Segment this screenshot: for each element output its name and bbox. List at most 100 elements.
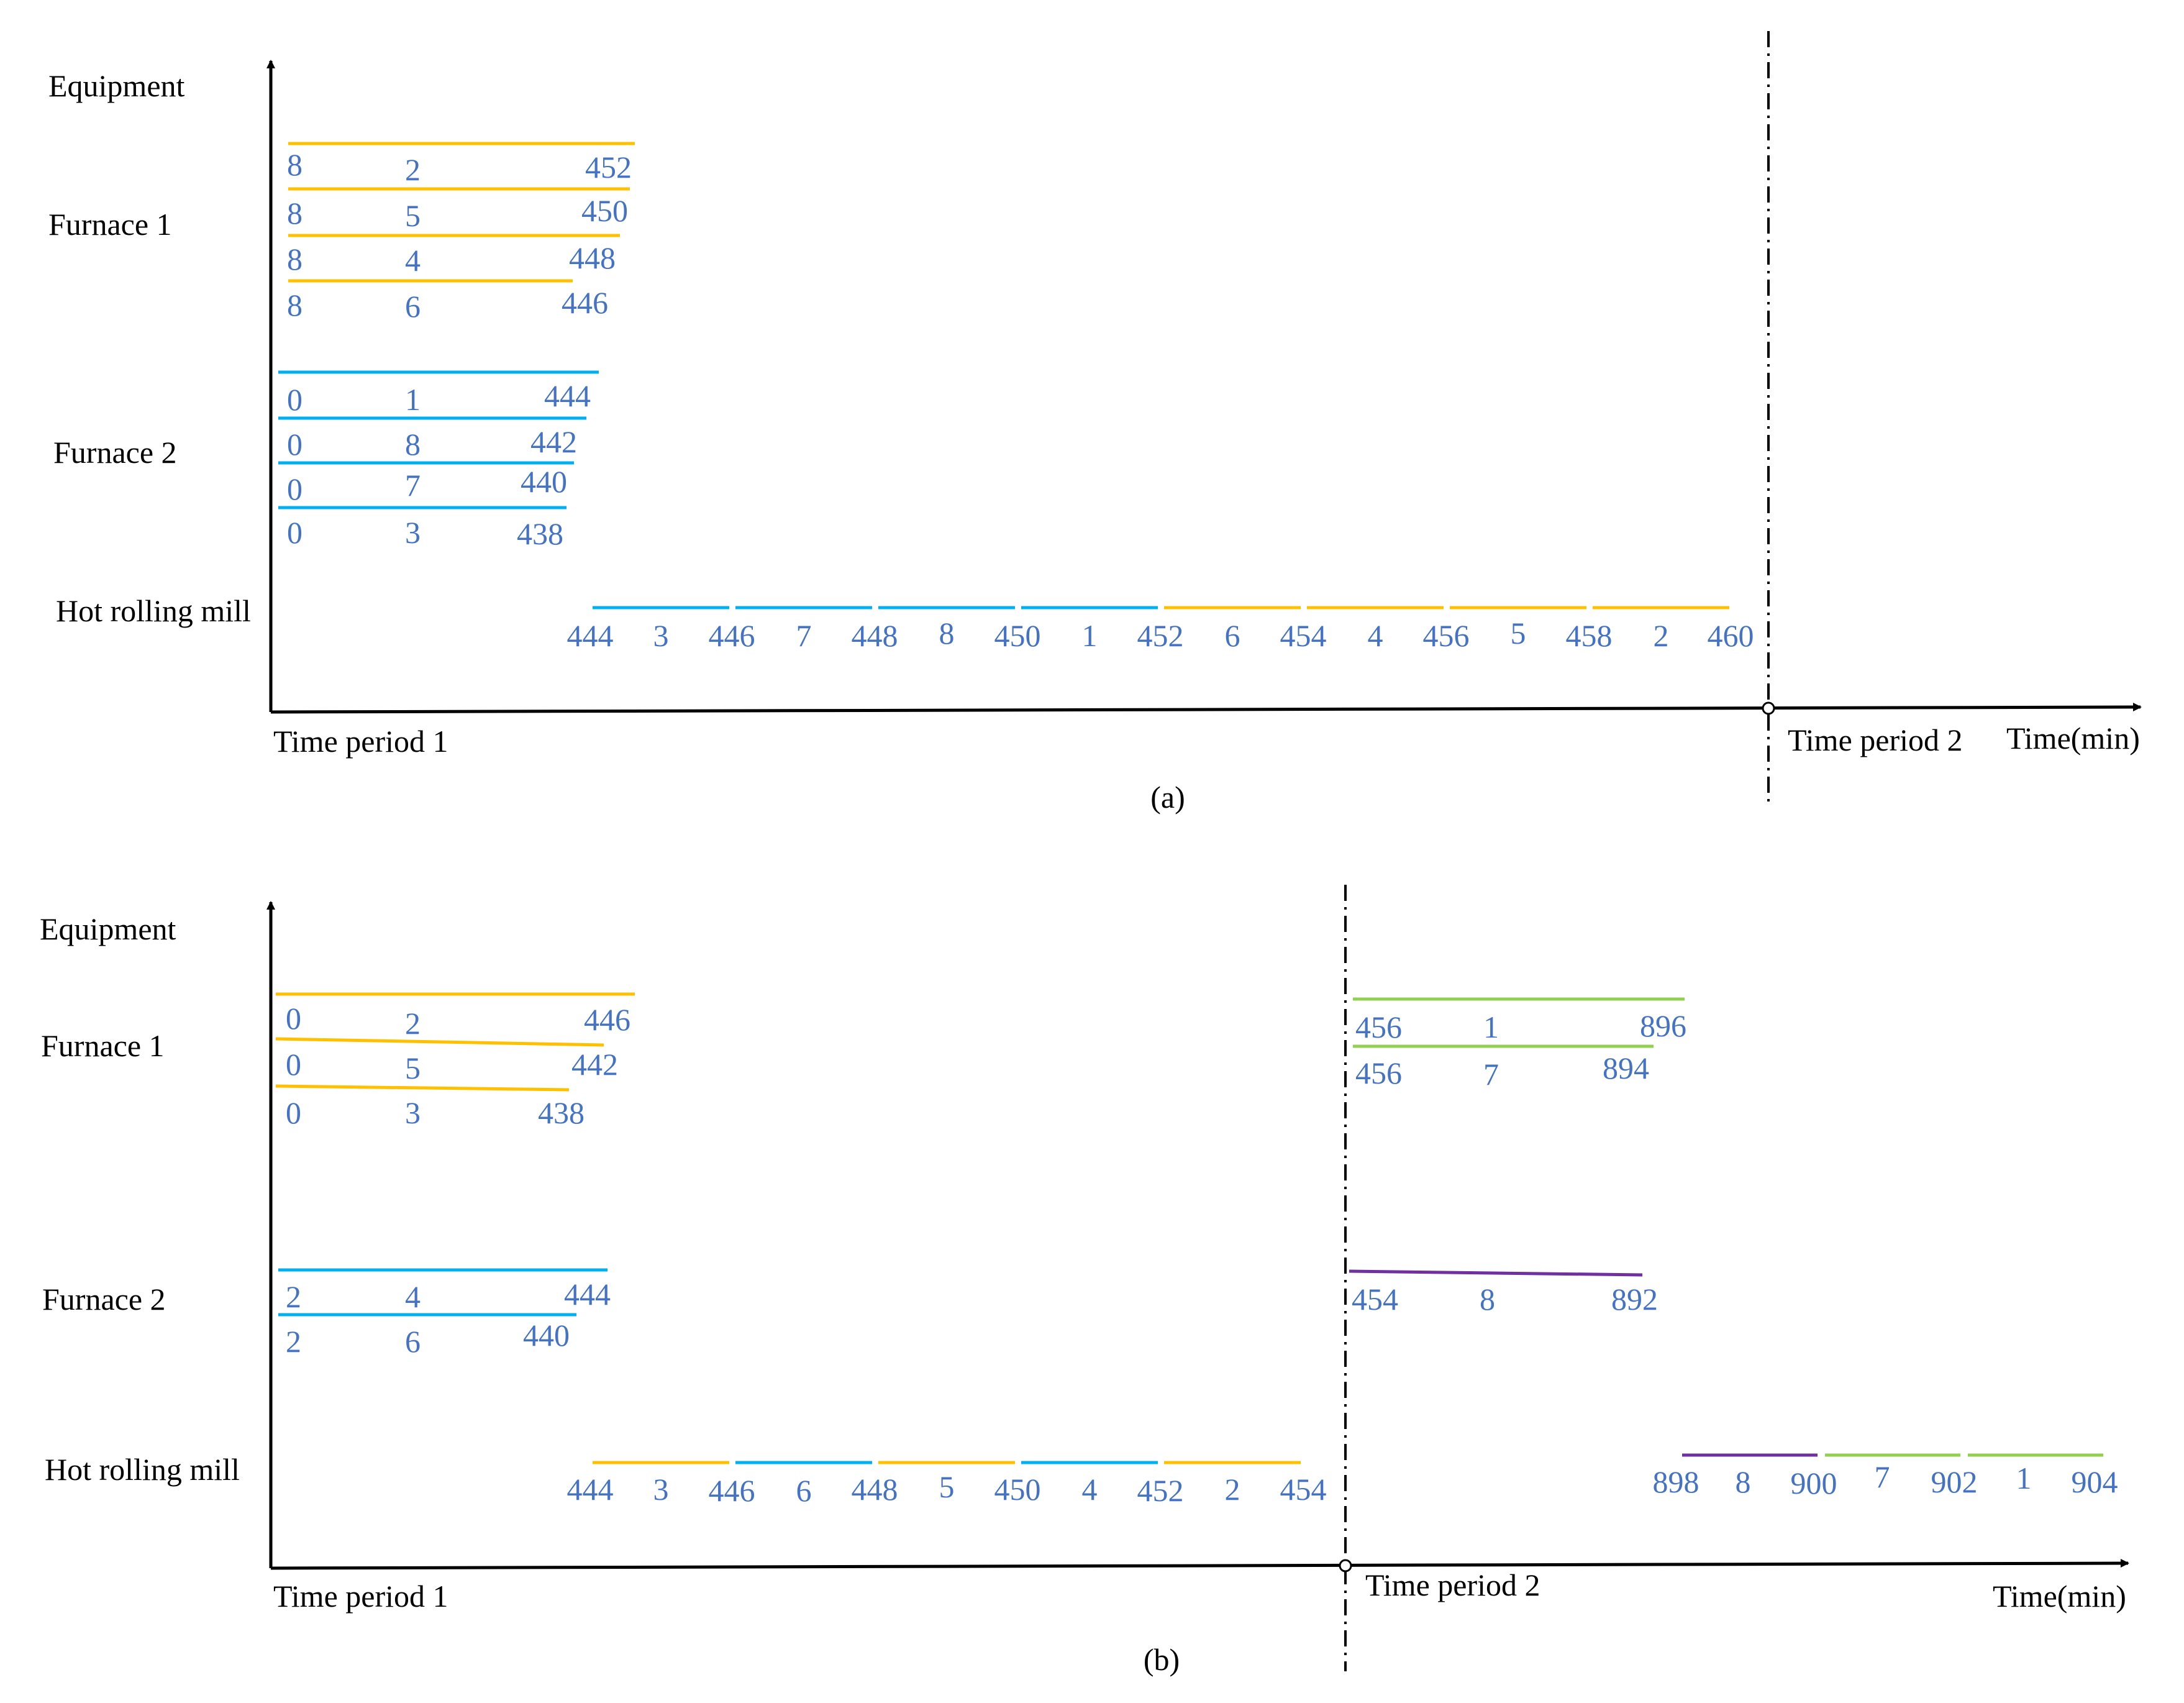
panel-b-furnace2-start-2: 2	[286, 1324, 301, 1359]
panel-b-divider-marker	[1339, 1559, 1352, 1573]
panel-b-period-1-label: Time period 1	[273, 1579, 448, 1614]
panel-a-furnace2-end-3: 440	[521, 464, 567, 499]
panel-a-furnace2-start-3: 0	[287, 472, 303, 506]
panel-b-mill-job-2: 6	[796, 1473, 812, 1508]
panel-b-mill-p2-job-1: 8	[1736, 1464, 1751, 1499]
panel-b-mill-p2-time-2: 900	[1791, 1466, 1837, 1500]
panel-a-furnace2-job-1: 1	[405, 382, 421, 417]
panel-b-mill-times-p1: 444 446 448 450 452 454	[567, 1472, 1327, 1508]
panel-b-mill-jobs-p1: 3 6 5 4 2	[653, 1469, 1240, 1508]
panel-b-furnace1-p2-job-2: 7	[1483, 1057, 1499, 1092]
panel-b-furnace1-p2-start-1: 456	[1355, 1010, 1402, 1044]
panel-b-caption: (b)	[1144, 1642, 1180, 1677]
panel-b-mill-job-3: 5	[939, 1469, 955, 1504]
panel-a-x-axis	[270, 703, 2142, 714]
panel-b-mill-p2-time-3: 902	[1931, 1464, 1978, 1499]
panel-b-furnace2-p2-job-1: 8	[1480, 1282, 1495, 1317]
panel-a-caption: (a)	[1150, 780, 1185, 815]
panel-b-furnace1-start-1: 0	[286, 1001, 301, 1036]
panel-a-furnace1-job-3: 4	[405, 243, 421, 278]
panel-a-mill-jobs: 3 7 8 1 6 4 5 2	[653, 616, 1669, 653]
panel-b-mill-p2-job-2: 7	[1875, 1459, 1890, 1494]
panel-a-furnace1-end-3: 448	[569, 240, 616, 275]
panel-b-x-axis-label: Time(min)	[1993, 1579, 2126, 1614]
panel-a-equipment-hot-rolling-mill: Hot rolling mill	[56, 593, 251, 628]
panel-b-mill-job-4: 4	[1082, 1472, 1098, 1507]
panel-b-furnace2-end-1: 444	[564, 1277, 611, 1312]
panel-a-mill-time-1: 444	[567, 618, 614, 653]
panel-b-mill-job-5: 2	[1225, 1472, 1240, 1507]
panel-a-mill-time-9: 460	[1708, 618, 1754, 653]
panel-b-furnace1-bar-2	[275, 1037, 604, 1047]
panel-b-equipment-furnace-2: Furnace 2	[42, 1282, 166, 1317]
panel-a-mill-job-7: 5	[1511, 616, 1526, 651]
panel-b-furnace1-end-2: 442	[571, 1047, 618, 1082]
panel-b-furnace1-p2-job-1: 1	[1483, 1010, 1499, 1044]
panel-a-furnace1-start-4: 8	[287, 288, 303, 322]
panel-b-furnace1-bar-3	[275, 1084, 570, 1092]
panel-b-furnace1-end-1: 446	[584, 1002, 630, 1037]
panel-a-furnace1-end-2: 450	[581, 193, 628, 228]
panel-b-furnace2-job-1: 4	[405, 1279, 421, 1314]
panel-b-furnace2-start-1: 2	[286, 1279, 301, 1314]
panel-b-furnace1-p2-end-2: 894	[1603, 1051, 1649, 1085]
panel-b-mill-job-1: 3	[653, 1472, 669, 1507]
panel-b-equipment-furnace-1: Furnace 1	[41, 1028, 165, 1063]
panel-b-furnace2-job-2: 6	[405, 1324, 421, 1359]
panel-b-mill-jobs-p2: 8 7 1	[1736, 1459, 2032, 1499]
panel-a-furnace2-start-4: 0	[287, 515, 303, 550]
panel-a-furnace2-end-4: 438	[517, 516, 563, 551]
panel-b-mill-p2-job-3: 1	[2016, 1461, 2032, 1495]
panel-a-mill-job-5: 6	[1225, 618, 1240, 653]
panel-b-furnace2-end-2: 440	[523, 1318, 570, 1353]
panel-b-furnace2-p2-start-1: 454	[1352, 1282, 1398, 1317]
panel-a-furnace2-end-2: 442	[530, 424, 577, 459]
panel-a-mill-job-1: 3	[653, 618, 669, 653]
panel-a-divider-marker	[1762, 701, 1775, 715]
panel-a-furnace1-job-1: 2	[405, 152, 421, 187]
panel-a-y-axis-label: Equipment	[48, 68, 185, 103]
panel-a: Equipment Furnace 1 Furnace 2 Hot rollin…	[48, 31, 2142, 815]
panel-a-furnace2-end-1: 444	[544, 378, 591, 413]
panel-b-period-2-label: Time period 2	[1365, 1568, 1540, 1602]
panel-b-furnace1-p2-start-2: 456	[1355, 1056, 1402, 1090]
panel-b-mill-times-p2: 898 900 902 904	[1653, 1464, 2118, 1500]
panel-b: Equipment Furnace 1 Furnace 2 Hot rollin…	[40, 885, 2129, 1677]
panel-b-furnace1-start-2: 0	[286, 1047, 301, 1082]
panel-b-mill-time-5: 452	[1137, 1473, 1184, 1508]
panel-a-mill-time-7: 456	[1423, 618, 1470, 653]
panel-a-furnace2-job-3: 7	[405, 468, 421, 503]
panel-a-x-axis-label: Time(min)	[2006, 721, 2140, 756]
panel-a-mill-time-6: 454	[1280, 618, 1327, 653]
panel-a-equipment-furnace-1: Furnace 1	[48, 207, 172, 242]
panel-a-furnace2-job-2: 8	[405, 427, 421, 462]
panel-a-mill-job-2: 7	[796, 618, 812, 653]
panel-a-mill-times: 444 446 448 450 452 454 456 458 460	[567, 618, 1754, 653]
panel-a-furnace1-job-2: 5	[405, 198, 421, 233]
panel-b-mill-time-4: 450	[994, 1472, 1041, 1507]
panel-b-furnace1-end-3: 438	[538, 1095, 585, 1130]
panel-b-furnace2-p2-end-1: 892	[1611, 1282, 1658, 1317]
panel-a-mill-time-3: 448	[852, 618, 898, 653]
panel-a-period-2-label: Time period 2	[1788, 723, 1963, 757]
panel-a-furnace1-job-4: 6	[405, 289, 421, 324]
panel-b-furnace1-start-3: 0	[286, 1095, 301, 1130]
panel-a-period-1-label: Time period 1	[273, 724, 448, 759]
panel-a-furnace1-start-1: 8	[287, 147, 303, 182]
panel-b-mill-time-3: 448	[852, 1472, 898, 1507]
panel-b-mill-p2-time-4: 904	[2072, 1464, 2118, 1499]
panel-a-mill-time-5: 452	[1137, 618, 1184, 653]
panel-b-mill-time-1: 444	[567, 1472, 614, 1507]
panel-a-furnace2-start-2: 0	[287, 427, 303, 462]
panel-a-mill-time-2: 446	[709, 618, 755, 653]
panel-b-equipment-hot-rolling-mill: Hot rolling mill	[45, 1452, 240, 1487]
panel-b-furnace1-job-2: 5	[405, 1051, 421, 1085]
panel-b-furnace1-job-3: 3	[405, 1095, 421, 1130]
panel-a-mill-time-4: 450	[994, 618, 1041, 653]
panel-a-mill-time-8: 458	[1566, 618, 1613, 653]
panel-b-mill-time-2: 446	[709, 1473, 755, 1508]
panel-a-mill-job-4: 1	[1082, 618, 1098, 653]
panel-b-x-axis	[270, 1559, 2129, 1570]
panel-a-mill-job-8: 2	[1654, 618, 1669, 653]
